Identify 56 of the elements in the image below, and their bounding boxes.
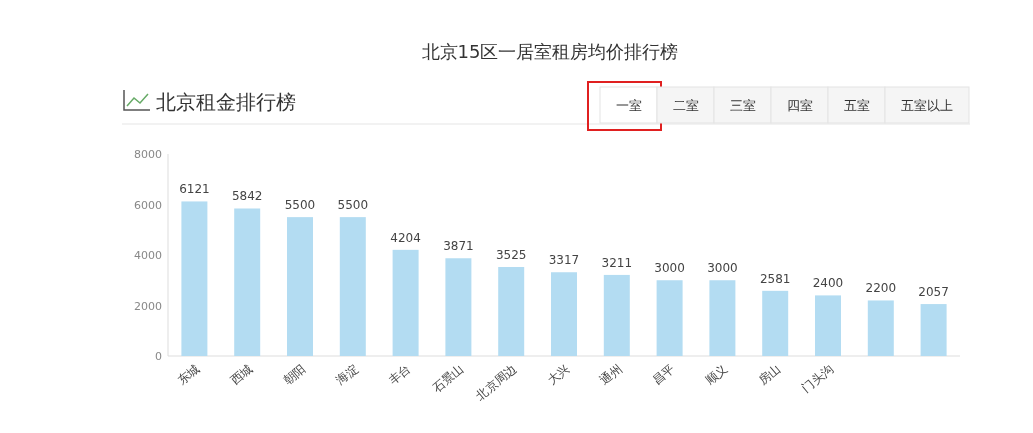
data-label: 3317	[548, 253, 580, 268]
chart-title: 北京15区一居室租房均价排行榜	[421, 41, 679, 62]
bar	[181, 201, 208, 356]
x-tick-label: 朝阳	[280, 361, 308, 388]
data-label: 6121	[179, 182, 210, 197]
bar	[656, 280, 683, 356]
bar	[762, 290, 789, 356]
text: 五室以上	[901, 98, 953, 113]
data-label: 5500	[337, 198, 369, 213]
x-tick-label: 门头沟	[799, 361, 836, 396]
data-label: 2200	[865, 281, 897, 296]
bar	[815, 295, 841, 356]
bar	[234, 208, 261, 356]
data-label: 3000	[654, 261, 685, 276]
data-label: 3211	[601, 255, 633, 270]
x-tick-label: 房山	[755, 361, 784, 388]
bar	[551, 272, 577, 356]
x-tick-label: 西城	[227, 361, 256, 388]
bar	[339, 217, 366, 356]
bar	[392, 249, 419, 356]
bar	[498, 266, 525, 356]
data-label: 2057	[918, 285, 949, 300]
data-label: 3871	[443, 239, 474, 254]
data-label: 2581	[759, 271, 791, 286]
x-tick-label: 海淀	[333, 361, 361, 388]
x-tick-label: 石景山	[429, 361, 467, 396]
bar	[709, 280, 736, 356]
chart-subtitle: 北京租金排行榜	[156, 90, 296, 114]
x-tick-label: 东城	[174, 361, 203, 388]
y-tick-label: 2000	[134, 299, 162, 313]
bar	[920, 304, 947, 356]
x-tick-label: 北京周边	[473, 361, 520, 404]
x-tick-label: 丰台	[386, 361, 414, 388]
y-tick-label: 0	[155, 350, 162, 363]
text: 一室	[615, 98, 642, 113]
text: 四室	[786, 98, 813, 113]
data-label: 3000	[707, 261, 738, 276]
text: 三室	[729, 98, 756, 113]
data-label: 3525	[495, 247, 527, 262]
text: 五室	[843, 98, 870, 113]
data-label: 5500	[284, 198, 316, 213]
text: 二室	[672, 98, 699, 113]
y-tick-label: 8000	[134, 148, 162, 161]
bar	[867, 300, 894, 356]
data-label: 5842	[231, 189, 263, 204]
bar	[445, 258, 472, 356]
data-label: 2400	[812, 276, 844, 291]
x-tick-label: 大兴	[544, 361, 572, 388]
y-tick-label: 6000	[134, 198, 162, 212]
x-tick-label: 顺义	[702, 361, 731, 388]
y-tick-label: 4000	[134, 249, 162, 262]
bar	[287, 217, 313, 356]
x-tick-label: 昌平	[650, 361, 678, 388]
x-tick-label: 通州	[597, 361, 625, 388]
bar	[603, 274, 630, 356]
data-label: 4204	[390, 230, 421, 245]
